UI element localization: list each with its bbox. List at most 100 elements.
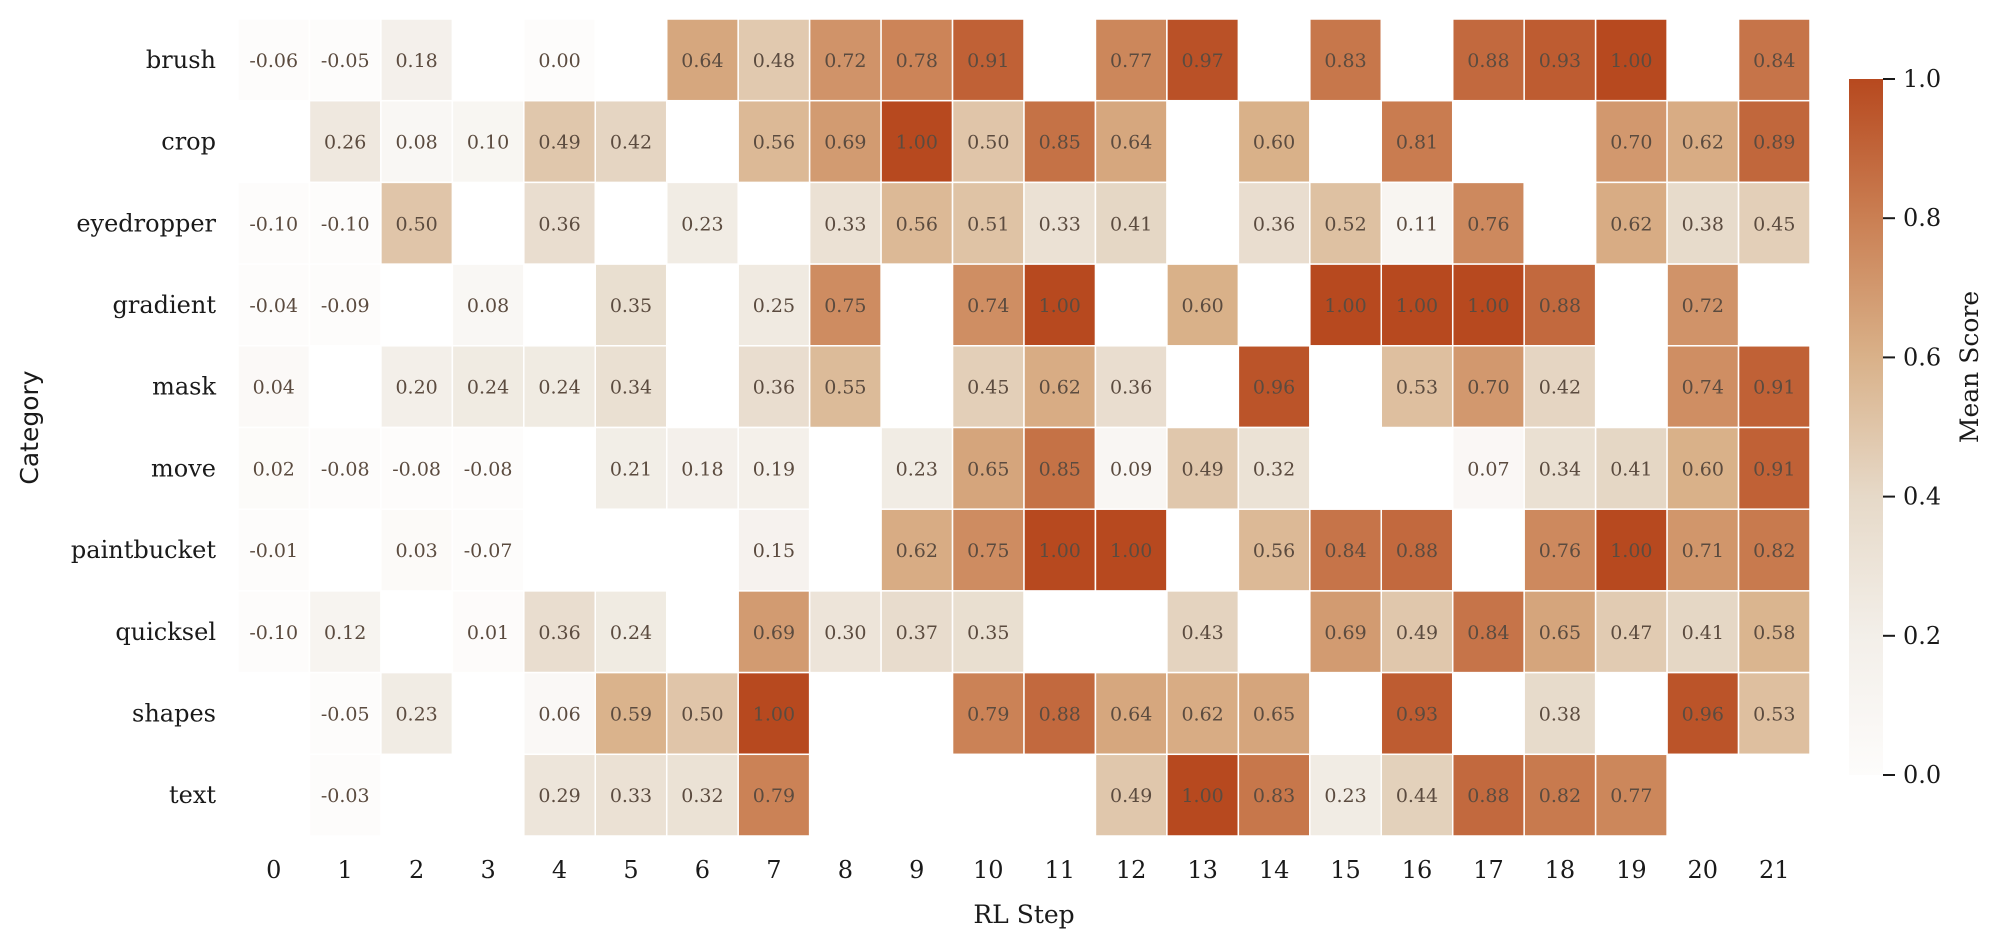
heatmap-cell [737, 671, 811, 756]
colorbar-tick-label: 0.8 [1903, 204, 1941, 232]
cell-value-label: 0.38 [1682, 213, 1724, 235]
heatmap-cell [523, 345, 597, 429]
heatmap-cell [880, 426, 954, 510]
heatmap-cell [1309, 263, 1383, 347]
heatmap-cell [1737, 18, 1811, 102]
cell-value-label: 1.00 [1610, 50, 1652, 72]
y-tick-labels: brush crop eyedropper gradient mask move paint… [71, 46, 217, 809]
cell-value-label: 0.75 [824, 295, 866, 317]
y-tick-label: gradient [113, 291, 217, 319]
heatmap-cell [1094, 181, 1168, 265]
colorbar-tick-label: 0.2 [1903, 622, 1941, 650]
cell-value-label: 0.64 [1110, 132, 1152, 154]
heatmap-cell [665, 671, 739, 756]
heatmap-cell [1594, 590, 1668, 674]
cell-value-label: -0.05 [321, 50, 370, 72]
cell-value-label: 0.49 [1110, 785, 1152, 807]
cell-value-label: 0.82 [1539, 785, 1581, 807]
cell-value-label: 0.33 [824, 213, 866, 235]
heatmap-cell [1023, 508, 1097, 592]
heatmap-cell [1451, 18, 1525, 102]
cell-value-label: 0.91 [1753, 458, 1795, 480]
x-tick-label: 11 [1044, 856, 1075, 884]
cell-value-label: 0.82 [1753, 540, 1795, 562]
heatmap-cell [523, 671, 597, 756]
x-tick-label: 10 [973, 856, 1004, 884]
cell-value-label: 0.45 [1753, 213, 1795, 235]
cell-value-label: 0.60 [1181, 295, 1223, 317]
x-tick-label: 1 [338, 856, 353, 884]
x-tick-label: 4 [552, 856, 567, 884]
cell-value-label: 0.23 [681, 213, 723, 235]
cell-value-label: 0.09 [1110, 458, 1152, 480]
cell-value-label: 0.36 [538, 213, 580, 235]
heatmap-cell [1380, 590, 1454, 674]
colorbar-tick-label: 0.4 [1903, 483, 1941, 511]
cell-value-label: 0.77 [1610, 785, 1652, 807]
cell-value-label: 0.36 [538, 622, 580, 644]
cell-value-label: 0.81 [1396, 132, 1438, 154]
x-tick-label: 19 [1616, 856, 1647, 884]
heatmap-cell [880, 18, 954, 102]
heatmap-cell [523, 181, 597, 265]
heatmap-cell [1380, 753, 1454, 837]
cell-value-label: 0.88 [1039, 703, 1081, 725]
cell-value-label: -0.08 [321, 458, 370, 480]
heatmap-cell [1594, 508, 1668, 592]
heatmap-cell [1380, 345, 1454, 429]
heatmap-cell [665, 181, 739, 265]
heatmap-cell [808, 590, 882, 674]
x-tick-label: 16 [1402, 856, 1433, 884]
cell-value-label: 0.38 [1539, 703, 1581, 725]
y-tick-label: paintbucket [71, 536, 216, 564]
heatmap-cell [1594, 426, 1668, 510]
heatmap-cell [1380, 181, 1454, 265]
cell-value-label: 0.01 [467, 622, 509, 644]
cell-value-label: -0.10 [321, 213, 370, 235]
heatmap-cell [380, 99, 454, 184]
cell-value-label: 0.08 [467, 295, 509, 317]
cell-value-label: 0.03 [395, 540, 437, 562]
heatmap-cell [523, 18, 597, 102]
x-tick-label: 8 [838, 856, 853, 884]
cell-value-label: 0.47 [1610, 622, 1652, 644]
heatmap-cell [808, 99, 882, 184]
cell-value-label: 0.36 [1110, 377, 1152, 399]
cell-value-label: 0.44 [1396, 785, 1438, 807]
cell-value-label: 0.59 [610, 703, 652, 725]
cell-value-label: 0.21 [610, 458, 652, 480]
cell-value-label: -0.08 [464, 458, 513, 480]
x-tick-label: 21 [1759, 856, 1790, 884]
cell-value-label: 0.33 [610, 785, 652, 807]
heatmap-cell [1094, 18, 1168, 102]
heatmap-cell [880, 590, 954, 674]
heatmap-cell [380, 181, 454, 265]
colorbar-ticks: 0.0 0.2 0.4 0.6 0.8 1.0 [1883, 65, 1941, 789]
heatmap-cell [1094, 508, 1168, 592]
y-tick-label: move [151, 454, 216, 482]
cell-value-label: 0.75 [967, 540, 1009, 562]
cell-value-label: 0.88 [1396, 540, 1438, 562]
cell-value-label: -0.08 [392, 458, 441, 480]
cell-value-label: 0.49 [538, 132, 580, 154]
cell-value-label: -0.09 [321, 295, 370, 317]
cell-value-label: 0.49 [1181, 458, 1223, 480]
cell-value-label: 0.41 [1682, 622, 1724, 644]
cell-value-label: 0.34 [1539, 458, 1581, 480]
heatmap-cells: -0.06 -0.05 0.18 0.00 0.64 0.48 0.72 0.78 0.91 0.… [237, 18, 1811, 837]
cell-value-label: 0.24 [610, 622, 652, 644]
heatmap-cell [237, 345, 311, 429]
cell-value-label: 0.85 [1039, 458, 1081, 480]
cell-value-label: 0.32 [681, 785, 723, 807]
heatmap-cell [237, 263, 311, 347]
heatmap-cell [237, 18, 311, 102]
heatmap-cell [1237, 753, 1311, 837]
x-tick-label: 14 [1259, 856, 1290, 884]
heatmap-cell [1380, 671, 1454, 756]
heatmap-cell [1451, 263, 1525, 347]
cell-value-label: 0.60 [1682, 458, 1724, 480]
cell-value-label: 0.62 [1610, 213, 1652, 235]
heatmap-cell [1737, 181, 1811, 265]
cell-value-label: -0.10 [249, 213, 298, 235]
cell-value-label: 0.62 [1039, 377, 1081, 399]
